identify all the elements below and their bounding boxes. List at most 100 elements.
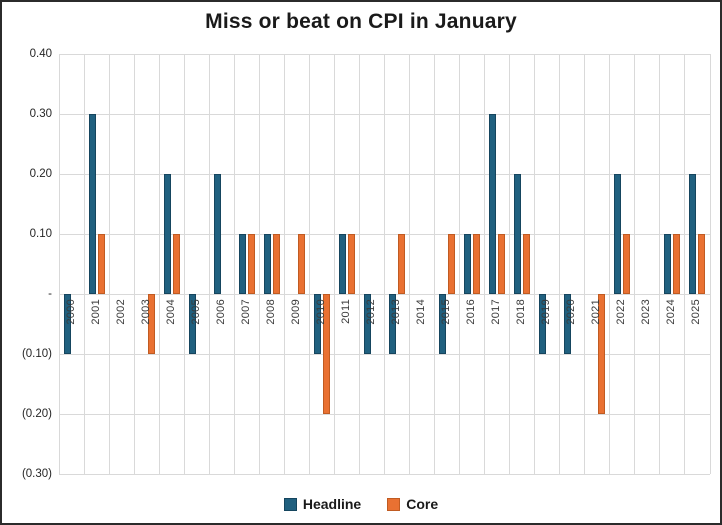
x-axis-year-label: 2011 (339, 299, 352, 324)
bar-core-2011 (347, 234, 355, 294)
chart-legend: Headline Core (2, 496, 720, 512)
bar-core-2013 (398, 234, 406, 294)
x-axis-year-label: 2005 (189, 299, 202, 325)
bar-headline-2000 (63, 294, 71, 354)
x-axis-year-label: 2021 (590, 299, 603, 325)
bar-headline-2006 (213, 174, 221, 294)
x-axis-year-label: 2024 (665, 299, 678, 325)
bar-headline-2025 (689, 174, 697, 294)
bar-headline-2020 (564, 294, 572, 354)
bar-core-2010 (322, 294, 330, 414)
gridline-vertical (459, 54, 461, 474)
gridline-vertical (384, 54, 385, 474)
bar-core-2025 (698, 234, 706, 294)
y-axis-tick-label: - (48, 288, 52, 300)
gridline-vertical (333, 54, 335, 474)
bar-headline-2008 (263, 234, 271, 294)
gridline-vertical (684, 54, 686, 474)
gridline-vertical (283, 54, 285, 474)
bar-headline-2024 (664, 234, 672, 294)
bar-headline-2019 (539, 294, 547, 354)
gridline-vertical (709, 54, 711, 474)
bar-core-2016 (473, 234, 481, 294)
bar-headline-2001 (88, 114, 96, 294)
gridline-vertical (183, 54, 185, 474)
x-axis-year-label: 2020 (565, 299, 578, 325)
x-axis-year-label: 2017 (490, 299, 503, 325)
gridline-vertical (409, 54, 411, 474)
bar-core-2021 (598, 294, 606, 414)
gridline-vertical (484, 54, 486, 474)
x-axis-year-label: 2025 (690, 299, 703, 325)
gridline-vertical (233, 54, 235, 474)
gridline-vertical (108, 54, 110, 474)
bar-core-2004 (172, 234, 180, 294)
legend-item-headline: Headline (283, 496, 362, 512)
gridline-vertical (58, 54, 60, 474)
x-axis-year-label: 2009 (289, 299, 302, 325)
x-axis-year-label: 2015 (440, 299, 453, 325)
x-axis-year-label: 2006 (214, 299, 227, 325)
bar-core-2008 (272, 234, 280, 294)
y-axis-tick-label: 0.10 (29, 228, 52, 240)
x-axis-year-label: 2018 (515, 299, 528, 325)
bar-core-2024 (673, 234, 681, 294)
legend-item-core: Core (387, 496, 438, 512)
x-axis-year-label: 2002 (114, 299, 127, 325)
gridline-vertical (83, 54, 85, 474)
bar-headline-2011 (338, 234, 346, 294)
y-axis-tick-label: 0.30 (29, 108, 52, 120)
bar-headline-2022 (614, 174, 622, 294)
x-axis-year-label: 2019 (540, 299, 553, 325)
bar-core-2007 (247, 234, 255, 294)
gridline-vertical (258, 54, 260, 474)
bar-core-2018 (523, 234, 531, 294)
gridline-vertical (584, 54, 586, 474)
gridline-vertical (559, 54, 561, 474)
y-axis-tick-label: (0.20) (21, 408, 52, 420)
x-axis-year-label: 2022 (615, 299, 628, 325)
gridline-vertical (208, 54, 210, 474)
gridline-vertical (308, 54, 310, 474)
bar-core-2015 (448, 234, 456, 294)
gridline-vertical (158, 54, 160, 474)
y-axis-tick-label: 0.40 (29, 48, 52, 60)
bar-headline-2016 (464, 234, 472, 294)
x-axis-year-label: 2010 (314, 299, 327, 325)
legend-label-core: Core (406, 496, 439, 512)
gridline-vertical (609, 54, 611, 474)
legend-label-headline: Headline (302, 496, 362, 512)
gridline-vertical (358, 54, 360, 474)
bar-core-2017 (498, 234, 506, 294)
x-axis-year-label: 2000 (64, 299, 77, 325)
y-axis-tick-label: (0.30) (21, 468, 52, 480)
core-swatch-icon (387, 497, 401, 511)
gridline-vertical (133, 54, 135, 474)
bar-headline-2004 (163, 174, 171, 294)
bar-headline-2012 (363, 294, 371, 354)
gridline-vertical (534, 54, 536, 474)
x-axis-year-label: 2014 (415, 299, 428, 325)
bar-core-2001 (97, 234, 105, 294)
bar-headline-2018 (514, 174, 522, 294)
x-axis-year-label: 2012 (364, 299, 377, 325)
bar-headline-2010 (313, 294, 321, 354)
bar-headline-2013 (389, 294, 397, 354)
gridline-horizontal (59, 473, 710, 475)
x-axis-year-label: 2008 (264, 299, 277, 325)
x-axis-year-label: 2013 (390, 299, 403, 325)
chart-title: Miss or beat on CPI in January (205, 10, 517, 33)
y-axis-tick-label: (0.10) (21, 348, 52, 360)
x-axis-year-label: 2001 (89, 299, 102, 325)
bar-headline-2007 (238, 234, 246, 294)
bar-core-2003 (147, 294, 155, 354)
x-axis-year-label: 2007 (239, 299, 252, 325)
bar-headline-2005 (188, 294, 196, 354)
x-axis-year-label: 2016 (465, 299, 478, 325)
bar-headline-2017 (489, 114, 497, 294)
bar-core-2022 (623, 234, 631, 294)
headline-swatch-icon (283, 497, 297, 511)
x-axis-year-label: 2003 (139, 299, 152, 325)
y-axis-tick-label: 0.20 (29, 168, 52, 180)
